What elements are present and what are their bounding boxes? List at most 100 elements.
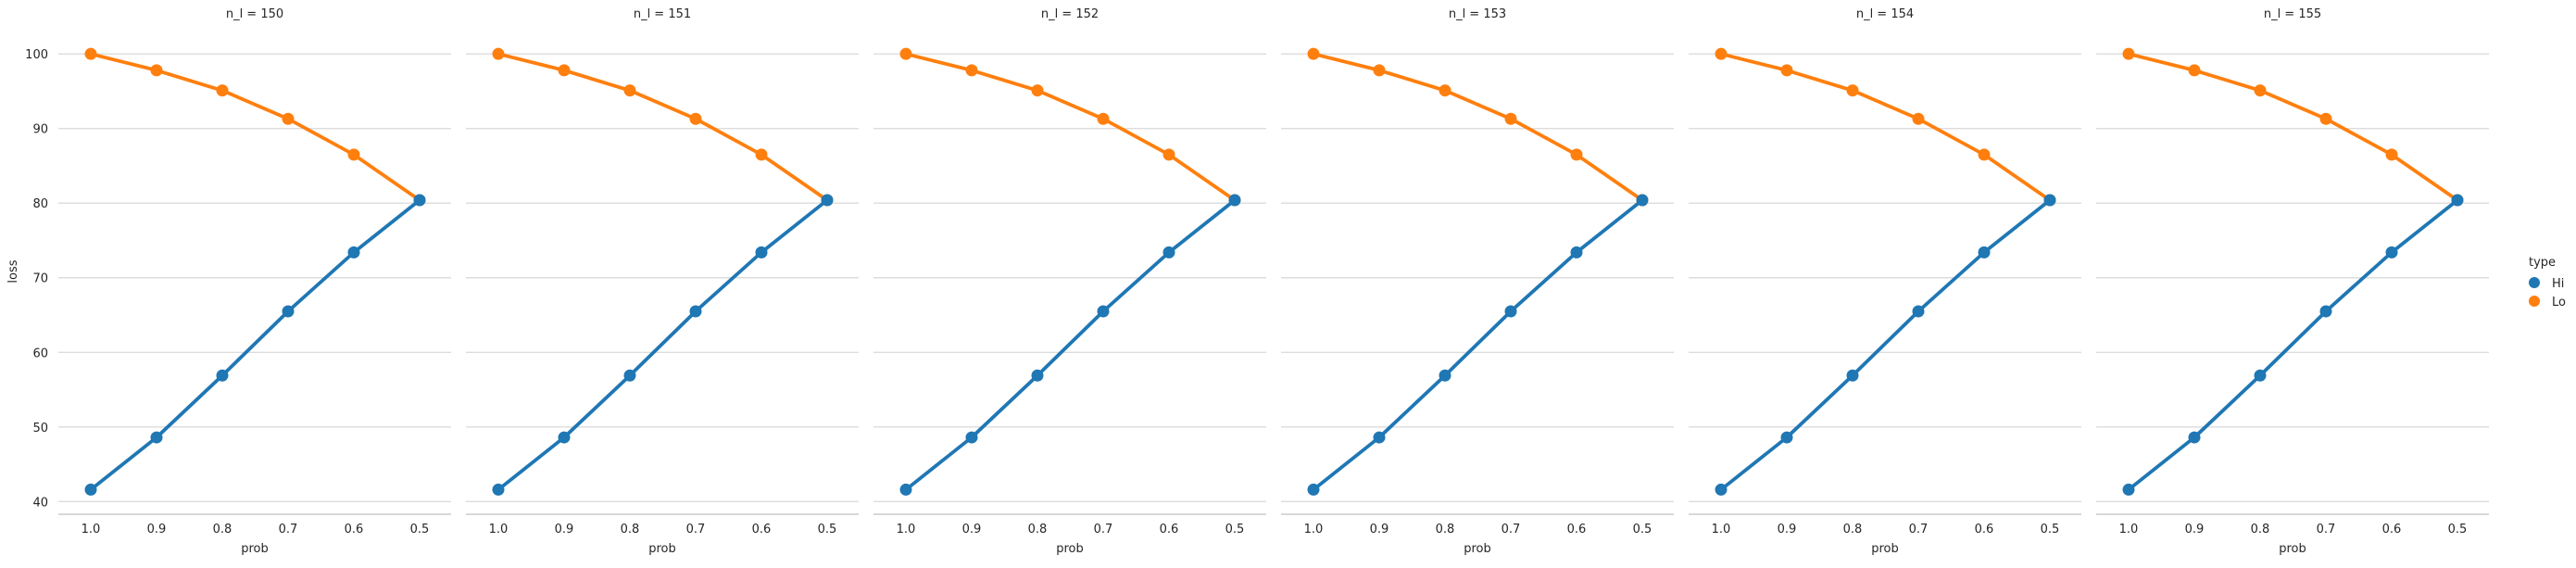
- data-point-hi: [558, 431, 571, 444]
- x-tick-label: 1.0: [82, 523, 101, 536]
- data-point-hi: [492, 483, 505, 496]
- data-point-hi: [2385, 246, 2398, 259]
- data-point-lo: [216, 84, 229, 97]
- facet-panel: n_l = 151 1.0 0.9 0.8 0.7 0.6 0.5 prob: [466, 7, 859, 556]
- data-point-hi: [1162, 246, 1175, 259]
- data-point-lo: [623, 84, 636, 97]
- panel-title: n_l = 150: [226, 7, 283, 21]
- y-axis-label: loss: [6, 259, 20, 283]
- data-point-lo: [1307, 47, 1320, 60]
- y-tick-label: 90: [32, 123, 48, 137]
- x-tick-label: 0.9: [1778, 523, 1797, 536]
- data-point-lo: [899, 47, 912, 60]
- panel-title: n_l = 153: [1449, 7, 1506, 21]
- data-point-hi: [1570, 246, 1583, 259]
- data-point-lo: [1162, 148, 1175, 161]
- x-tick-label: 0.9: [147, 523, 167, 536]
- x-tick-label: 0.7: [1502, 523, 1521, 536]
- legend-marker-hi: [2529, 277, 2540, 288]
- data-point-lo: [84, 47, 97, 60]
- series-line-lo: [496, 52, 829, 202]
- x-axis-label: prob: [648, 542, 676, 556]
- x-tick-label: 0.6: [1567, 523, 1587, 536]
- data-point-lo: [1912, 112, 1925, 125]
- data-point-hi: [623, 369, 636, 382]
- data-point-lo: [150, 64, 163, 77]
- y-tick-label: 40: [32, 496, 48, 510]
- data-point-hi: [282, 305, 295, 318]
- legend: type Hi Lo: [2529, 256, 2566, 309]
- x-tick-label: 0.9: [962, 523, 982, 536]
- data-point-lo: [1439, 84, 1451, 97]
- data-point-hi: [1228, 194, 1241, 207]
- data-point-hi: [965, 431, 978, 444]
- legend-label: Lo: [2552, 296, 2566, 309]
- data-point-lo: [1978, 148, 1991, 161]
- x-axis-label: prob: [1464, 542, 1491, 556]
- data-point-lo: [2122, 47, 2135, 60]
- data-point-hi: [2254, 369, 2267, 382]
- data-point-lo: [2188, 64, 2201, 77]
- data-point-hi: [1912, 305, 1925, 318]
- x-tick-label: 0.9: [555, 523, 574, 536]
- series-line-lo: [1312, 52, 1644, 202]
- x-tick-label: 0.9: [1370, 523, 1389, 536]
- data-point-hi: [1780, 431, 1793, 444]
- series-line-lo: [2127, 52, 2459, 202]
- x-tick-label: 0.6: [345, 523, 364, 536]
- x-tick-label: 0.6: [1160, 523, 1179, 536]
- data-point-hi: [413, 194, 426, 207]
- data-point-lo: [1504, 112, 1517, 125]
- x-tick-label: 0.5: [1225, 523, 1245, 536]
- y-tick-label: 80: [32, 197, 48, 211]
- series-line-lo: [904, 52, 1237, 202]
- facet-panel: n_l = 152 1.0 0.9 0.8 0.7 0.6 0.5 prob: [873, 7, 1266, 556]
- series-line-hi: [89, 198, 421, 492]
- data-point-hi: [1636, 194, 1649, 207]
- data-point-lo: [689, 112, 702, 125]
- data-point-lo: [558, 64, 571, 77]
- data-point-lo: [2319, 112, 2332, 125]
- x-tick-label: 0.8: [621, 523, 640, 536]
- data-point-hi: [755, 246, 768, 259]
- data-point-lo: [1373, 64, 1386, 77]
- series-line-hi: [1312, 198, 1644, 492]
- y-tick-label: 100: [25, 48, 48, 62]
- x-tick-label: 0.7: [279, 523, 298, 536]
- data-point-hi: [689, 305, 702, 318]
- data-point-hi: [1504, 305, 1517, 318]
- x-tick-label: 0.7: [1094, 523, 1113, 536]
- x-tick-label: 0.6: [2382, 523, 2402, 536]
- x-axis-label: prob: [2279, 542, 2306, 556]
- facet-panel: n_l = 153 1.0 0.9 0.8 0.7 0.6 0.5 prob: [1281, 7, 1674, 556]
- x-axis-label: prob: [241, 542, 269, 556]
- data-point-hi: [899, 483, 912, 496]
- data-point-hi: [1031, 369, 1044, 382]
- data-point-lo: [282, 112, 295, 125]
- data-point-hi: [150, 431, 163, 444]
- data-point-hi: [1715, 483, 1728, 496]
- x-tick-label: 0.6: [1975, 523, 1994, 536]
- x-tick-label: 0.8: [1843, 523, 1863, 536]
- x-tick-label: 1.0: [1712, 523, 1731, 536]
- x-tick-label: 0.5: [818, 523, 837, 536]
- series-line-hi: [904, 198, 1237, 492]
- data-point-hi: [84, 483, 97, 496]
- data-point-hi: [2188, 431, 2201, 444]
- series-line-hi: [1719, 198, 2052, 492]
- x-tick-label: 0.8: [1028, 523, 1048, 536]
- data-point-lo: [492, 47, 505, 60]
- data-point-hi: [2319, 305, 2332, 318]
- x-tick-label: 1.0: [489, 523, 509, 536]
- panel-title: n_l = 155: [2264, 7, 2321, 21]
- facet-panel: n_l = 155 1.0 0.9 0.8 0.7 0.6 0.5 prob: [2096, 7, 2489, 556]
- x-tick-label: 0.7: [2317, 523, 2336, 536]
- data-point-hi: [1097, 305, 1110, 318]
- data-point-lo: [965, 64, 978, 77]
- data-point-lo: [1715, 47, 1728, 60]
- y-axis: 40 50 60 70 80 90 100 loss: [6, 48, 48, 510]
- data-point-hi: [1307, 483, 1320, 496]
- data-point-lo: [755, 148, 768, 161]
- x-tick-label: 0.8: [1436, 523, 1455, 536]
